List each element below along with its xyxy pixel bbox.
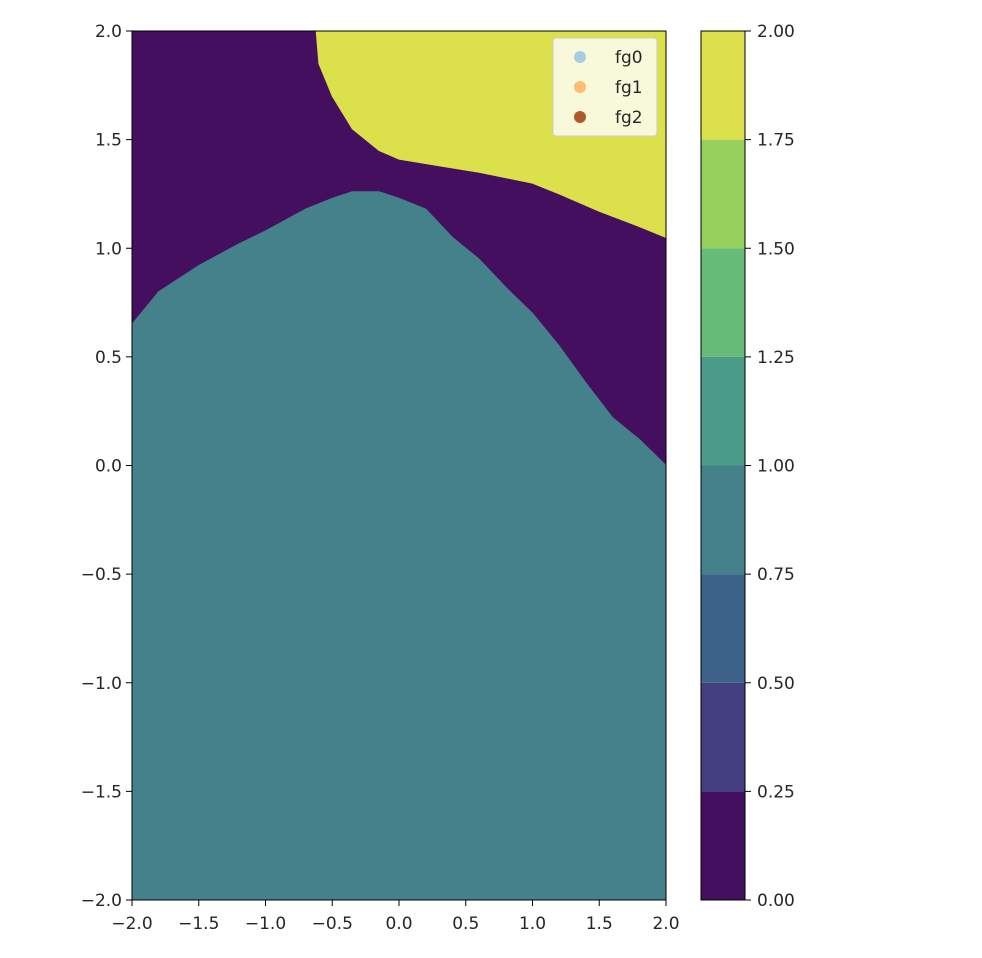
- x-tick-label: 2.0: [652, 914, 679, 934]
- region-class-1: [132, 191, 666, 900]
- x-tick-label: −1.5: [178, 914, 219, 934]
- colorbar-band: [701, 31, 745, 140]
- colorbar-band: [701, 356, 745, 466]
- colorbar-tick-label: 0.00: [757, 891, 795, 911]
- colorbar-tick-label: 1.00: [757, 457, 795, 477]
- x-tick-label: 0.0: [385, 914, 412, 934]
- colorbar-band: [701, 248, 745, 357]
- y-tick-label: 0.0: [95, 457, 122, 477]
- colorbar-band: [701, 139, 745, 249]
- y-tick-label: 1.0: [95, 239, 122, 259]
- colorbar-tick-label: 0.75: [757, 565, 795, 585]
- y-tick-label: 2.0: [95, 22, 122, 42]
- plot-area: [131, 30, 667, 901]
- colorbar-tick-label: 0.25: [757, 782, 795, 802]
- y-tick-label: −1.5: [81, 782, 122, 802]
- x-tick-label: 0.5: [452, 914, 479, 934]
- y-axis: 2.0 1.5 1.0 0.5 0.0 −0.5 −1.0 −1.5 −2.0: [81, 22, 132, 911]
- x-tick-label: −2.0: [111, 914, 152, 934]
- legend-marker-fg1: [574, 81, 586, 93]
- y-tick-label: 0.5: [95, 348, 122, 368]
- legend-label-fg0: fg0: [615, 48, 643, 68]
- x-tick-label: 1.0: [519, 914, 546, 934]
- legend: fg0 fg1 fg2: [552, 37, 658, 137]
- x-tick-label: −1.0: [245, 914, 286, 934]
- x-tick-label: −0.5: [312, 914, 353, 934]
- colorbar-band: [701, 682, 745, 792]
- colorbar-band: [701, 791, 745, 900]
- legend-label-fg2: fg2: [615, 108, 643, 128]
- y-tick-label: −2.0: [81, 891, 122, 911]
- x-tick-label: 1.5: [586, 914, 613, 934]
- legend-marker-fg2: [574, 111, 586, 123]
- colorbar-tick-label: 1.75: [757, 131, 795, 151]
- y-tick-label: −1.0: [81, 674, 122, 694]
- x-axis: −2.0 −1.5 −1.0 −0.5 0.0 0.5 1.0 1.5 2.0: [111, 900, 680, 934]
- colorbar: 0.00 0.25 0.50 0.75 1.00 1.25 1.50 1.75 2.00: [700, 22, 795, 911]
- colorbar-band: [701, 465, 745, 575]
- colorbar-tick-label: 1.25: [757, 348, 795, 368]
- colorbar-tick-label: 2.00: [757, 22, 795, 42]
- legend-label-fg1: fg1: [615, 78, 643, 98]
- colorbar-band: [701, 574, 745, 683]
- contour-regions: [132, 31, 666, 900]
- colorbar-tick-label: 0.50: [757, 674, 795, 694]
- y-tick-label: 1.5: [95, 131, 122, 151]
- y-tick-label: −0.5: [81, 565, 122, 585]
- colorbar-tick-label: 1.50: [757, 239, 795, 259]
- legend-marker-fg0: [574, 51, 586, 63]
